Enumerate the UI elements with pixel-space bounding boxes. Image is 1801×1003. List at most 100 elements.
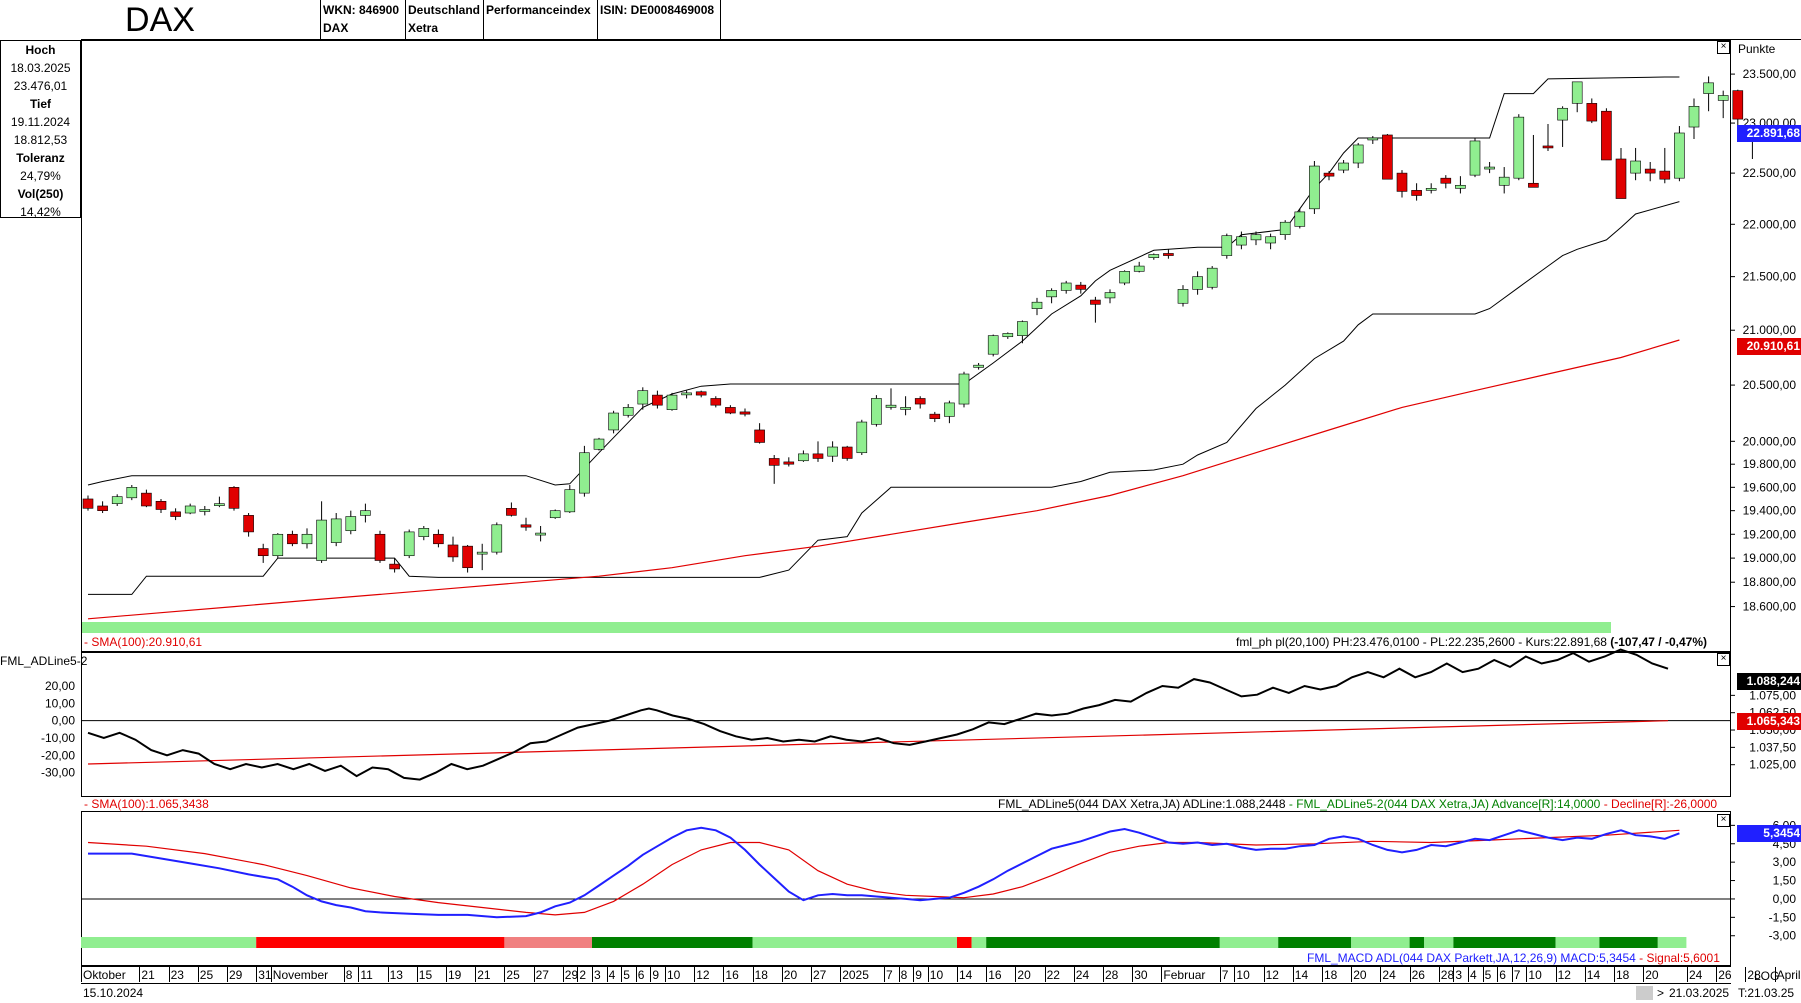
sma-price-badge: 20.910,61 (1737, 338, 1801, 355)
macd-pane-close-icon[interactable]: × (1717, 814, 1730, 827)
price-sma-legend: - SMA(100):20.910,61 (84, 635, 203, 649)
candle-body (462, 545, 473, 569)
indicator-values: fml_ph pl(20,100) PH:23.476,0100 - PL:22… (1236, 635, 1607, 649)
log-toggle[interactable]: LOG (1754, 969, 1780, 983)
candle-body (97, 505, 108, 511)
candle-body (885, 404, 897, 408)
candle-body (1075, 284, 1087, 290)
ad-right-tick-label: 1.037,50 (1749, 740, 1796, 754)
x-axis-tick (898, 967, 900, 982)
x-axis-label: 10 (929, 968, 944, 982)
x-axis-tick (957, 967, 958, 982)
candle-body (652, 394, 663, 406)
x-axis-tick (1380, 967, 1382, 982)
x-axis-label: 31 (258, 968, 272, 982)
x-axis-tick (533, 967, 535, 982)
ad-left-tick-label: -10,00 (41, 731, 75, 745)
candle-body (228, 487, 240, 509)
x-axis-label: 24 (1689, 968, 1703, 982)
candle-body (914, 398, 926, 405)
x-axis-tick (1643, 967, 1645, 982)
macd-y-tick-label: 0,00 (1773, 892, 1797, 906)
x-axis-tick (1482, 967, 1484, 982)
price-unit-label: Punkte (1738, 42, 1776, 56)
x-axis-label: 25 (506, 968, 520, 982)
candle-body (1163, 253, 1174, 256)
price-y-tick-label: 19.000,00 (1743, 551, 1797, 565)
scroll-right-icon[interactable]: > (1657, 986, 1665, 1000)
x-axis-label: November (272, 968, 329, 982)
x-axis-label: 7 (1513, 968, 1521, 982)
candle-body (403, 531, 415, 557)
x-axis-tick (1584, 967, 1586, 982)
scroll-thumb[interactable] (1636, 986, 1653, 1000)
macd-line (88, 826, 1680, 919)
macd-pane[interactable] (81, 811, 1731, 966)
x-axis-tick (139, 967, 141, 982)
stat-high-date: 18.03.2025 (10, 61, 71, 75)
macd-y-tick-label: -1,50 (1769, 910, 1797, 924)
candle-body (1002, 333, 1014, 338)
ad-sma-legend: - SMA(100):1.065,3438 (84, 797, 209, 811)
sma100-line (87, 339, 1680, 620)
candle-body (695, 391, 707, 396)
ad-pane-close-icon[interactable]: × (1717, 653, 1730, 666)
price-pane[interactable] (81, 40, 1731, 652)
candle-body (900, 407, 911, 410)
x-axis-label: 25 (199, 968, 214, 982)
candle-body (637, 390, 649, 405)
price-y-tick-label: 19.600,00 (1743, 480, 1797, 494)
x-axis-label: 18 (754, 968, 768, 982)
x-axis-tick (1044, 967, 1046, 982)
candle-body (1017, 321, 1028, 336)
candle-body (257, 548, 269, 557)
stat-high-value: 23.476,01 (13, 79, 68, 93)
candle-body (1674, 132, 1685, 179)
x-axis-label: 16 (988, 968, 1002, 982)
x-axis-label: 20 (783, 968, 798, 982)
stat-tolerance-label: Toleranz (16, 151, 65, 165)
stat-high-label: Hoch (25, 43, 56, 57)
x-axis-label: 29 (564, 968, 579, 982)
price-pane-close-icon[interactable]: × (1717, 41, 1730, 54)
stat-tolerance-value: 24,79% (20, 169, 61, 183)
candle-body (491, 524, 503, 553)
candle-body (1250, 234, 1262, 241)
x-axis-label: 21 (141, 968, 155, 982)
header-country: Deutschland (408, 3, 481, 17)
candle-body (199, 509, 211, 512)
macd-regime-segment (1599, 937, 1658, 948)
price-y-tick-label: 22.000,00 (1743, 217, 1797, 231)
x-axis-label: 2 (579, 968, 587, 982)
candle-body (1557, 107, 1568, 121)
candle-body (1382, 134, 1393, 180)
ad-pane-title: FML_ADLine5-2 (0, 654, 88, 668)
x-axis-tick (387, 967, 389, 982)
x-axis-tick (986, 967, 988, 982)
x-axis-label: 19 (448, 968, 462, 982)
ad-left-tick-label: -30,00 (41, 766, 75, 780)
x-axis-tick (927, 967, 929, 982)
candle-body (1528, 182, 1539, 188)
adline-badge: 1.088,244 (1737, 673, 1801, 690)
last-price-badge: 22.891,68 (1737, 125, 1801, 142)
ad-line-pane[interactable] (81, 652, 1731, 797)
candle-body (944, 402, 955, 417)
candle-body (973, 364, 984, 368)
header-wkn: WKN: 846900 (323, 3, 400, 17)
end-date: 21.03.2025 (1669, 986, 1730, 1000)
ad-left-tick-label: 20,00 (45, 679, 75, 693)
x-axis-label: 10 (667, 968, 681, 982)
candle-body (1630, 160, 1641, 174)
price-y-tick-label: 19.400,00 (1743, 504, 1797, 518)
x-axis-label: 16 (725, 968, 739, 982)
x-axis-label: 10 (1528, 968, 1542, 982)
candle-body (827, 446, 838, 457)
ad-sma-badge: 1.065,343 (1737, 713, 1801, 730)
x-axis-tick (840, 967, 842, 982)
x-axis-tick (752, 967, 754, 982)
candle-body (1060, 282, 1072, 291)
candle-body (1425, 188, 1437, 191)
candle-body (754, 429, 765, 443)
macd-regime-segment (752, 937, 957, 948)
